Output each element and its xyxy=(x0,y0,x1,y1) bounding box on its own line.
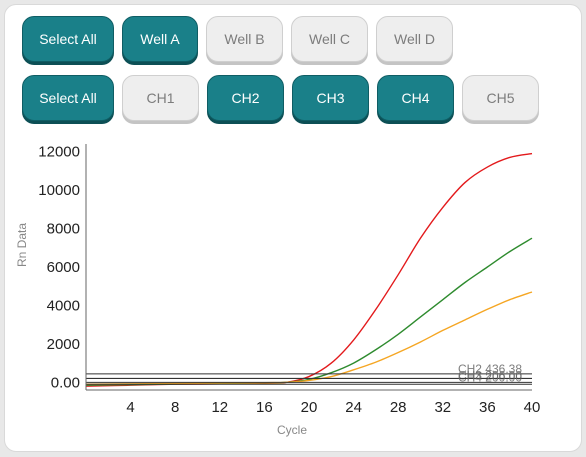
threshold-label: CH2 436.38 xyxy=(458,362,522,376)
y-tick-label: 2000 xyxy=(47,336,80,353)
ch1-button[interactable]: CH1 xyxy=(122,75,199,121)
x-tick-label: 20 xyxy=(301,399,318,416)
ch5-button[interactable]: CH5 xyxy=(462,75,539,121)
well-a-button[interactable]: Well A xyxy=(122,16,198,62)
y-tick-label: 8000 xyxy=(47,221,80,238)
well-b-button[interactable]: Well B xyxy=(206,16,283,62)
series-line xyxy=(85,152,533,387)
select-all-wells-button[interactable]: Select All xyxy=(22,16,114,62)
ch4-button[interactable]: CH4 xyxy=(377,75,454,121)
x-tick-label: 4 xyxy=(126,399,134,416)
threshold-label: CH4 200.00 xyxy=(458,370,522,384)
y-tick-label: 0.00 xyxy=(51,374,80,391)
x-axis-label: Cycle xyxy=(277,423,307,437)
y-tick-label: 10000 xyxy=(38,182,80,199)
select-all-channels-button[interactable]: Select All xyxy=(22,75,114,121)
y-axis-label: Rn Data xyxy=(15,223,29,267)
y-tick-label: 12000 xyxy=(38,144,80,161)
x-tick-label: 28 xyxy=(390,399,407,416)
y-tick-label: 4000 xyxy=(47,297,80,314)
ch2-button[interactable]: CH2 xyxy=(207,75,284,121)
series-line xyxy=(85,291,533,385)
x-tick-label: 12 xyxy=(211,399,228,416)
x-tick-label: 16 xyxy=(256,399,273,416)
x-tick-label: 40 xyxy=(524,399,541,416)
well-d-button[interactable]: Well D xyxy=(376,16,453,62)
channel-button-row: Select All CH1 CH2 CH3 CH4 CH5 xyxy=(22,75,539,121)
x-tick-label: 32 xyxy=(434,399,451,416)
well-button-row: Select All Well A Well B Well C Well D xyxy=(22,16,453,62)
y-tick-label: 6000 xyxy=(47,259,80,276)
ch3-button[interactable]: CH3 xyxy=(292,75,369,121)
x-tick-label: 8 xyxy=(171,399,179,416)
x-tick-label: 24 xyxy=(345,399,362,416)
well-c-button[interactable]: Well C xyxy=(291,16,368,62)
x-tick-label: 36 xyxy=(479,399,496,416)
